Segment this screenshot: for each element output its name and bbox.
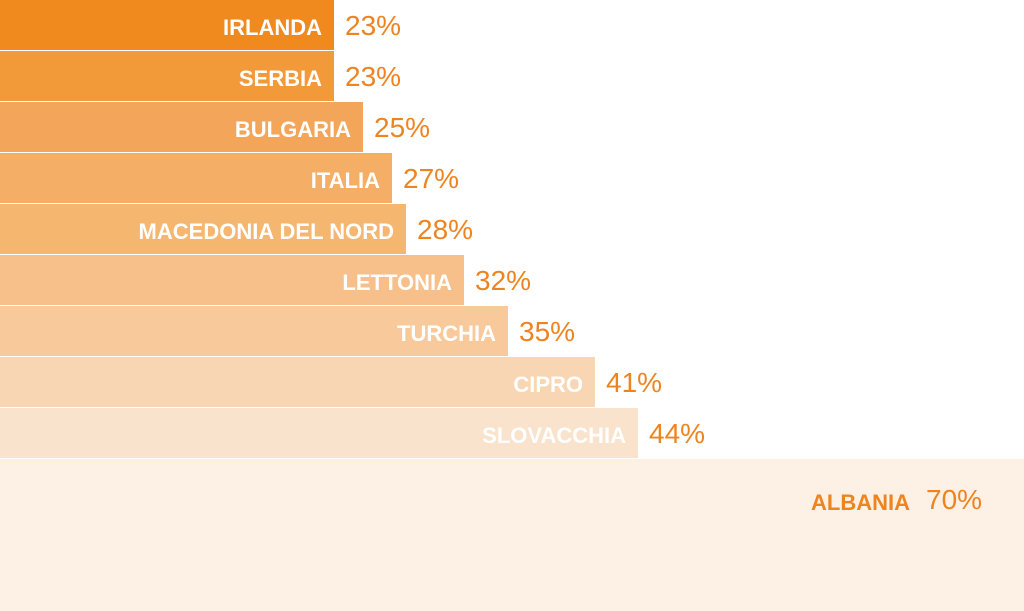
data-label: 70% xyxy=(926,484,983,515)
bar-turchia xyxy=(0,306,508,356)
bar-bulgaria xyxy=(0,102,363,152)
data-label: 23% xyxy=(345,61,402,92)
bar-slovacchia xyxy=(0,408,638,458)
bar-label: SLOVACCHIA xyxy=(482,423,626,448)
bar-label: CIPRO xyxy=(513,372,583,397)
bar-label: ALBANIA xyxy=(811,490,910,515)
bar-macedonia-del-nord xyxy=(0,204,406,254)
bar-italia xyxy=(0,153,392,203)
bar-albania xyxy=(0,459,1024,611)
data-label: 35% xyxy=(519,316,576,347)
bar-label: SERBIA xyxy=(238,66,322,91)
bar-cipro xyxy=(0,357,595,407)
bar-label: BULGARIA xyxy=(234,117,351,142)
data-label: 32% xyxy=(475,265,532,296)
bar-label: MACEDONIA DEL NORD xyxy=(138,219,394,244)
bar-label: ITALIA xyxy=(310,168,380,193)
data-label: 28% xyxy=(417,214,474,245)
data-label: 27% xyxy=(403,163,460,194)
data-label: 23% xyxy=(345,10,402,41)
data-label: 25% xyxy=(374,112,431,143)
bar-lettonia xyxy=(0,255,464,305)
bar-label: LETTONIA xyxy=(342,270,452,295)
bar-label: TURCHIA xyxy=(397,321,496,346)
bar-label: IRLANDA xyxy=(223,15,322,40)
bar-serbia xyxy=(0,51,334,101)
bar-irlanda xyxy=(0,0,334,50)
data-label: 41% xyxy=(606,367,663,398)
data-label: 44% xyxy=(649,418,706,449)
